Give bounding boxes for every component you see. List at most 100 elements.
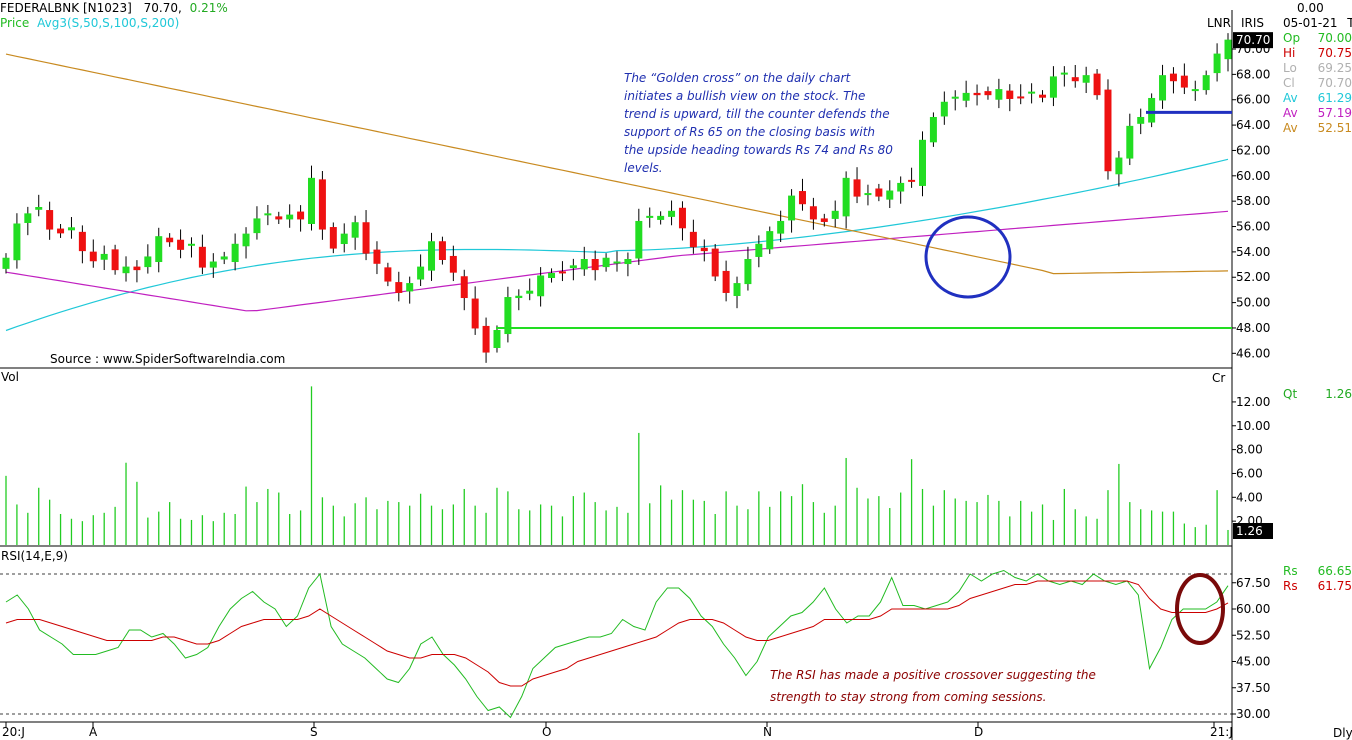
ma-label: Price [0, 16, 30, 30]
candle-body [831, 210, 839, 219]
x-tick-label: O [542, 725, 551, 739]
candle-body [689, 231, 697, 248]
moving-average-legend: Price Avg3(S,50,S,100,S,200) [0, 16, 179, 30]
candle-body [1202, 75, 1210, 91]
volume-right-tag: Cr [1212, 371, 1226, 385]
rsi-fast-label: Rs [1283, 564, 1298, 578]
ohlc-key: Op [1283, 31, 1301, 45]
candle-body [766, 231, 774, 250]
ohlc-value: 57.19 [1317, 106, 1352, 120]
price-tick-label: 48.00 [1236, 321, 1270, 335]
candle-body [995, 89, 1003, 100]
rsi-title: RSI(14,E,9) [1, 549, 68, 563]
ohlc-key: Lo [1283, 61, 1297, 75]
candle-body [264, 213, 272, 216]
candle-body [67, 227, 75, 231]
candle-body [1159, 75, 1167, 101]
candle-body [1224, 39, 1232, 60]
candle-body [602, 257, 610, 268]
candle-body [46, 210, 54, 230]
symbol-name: FEDERALBNK [N1023] [0, 1, 132, 15]
candle-body [711, 248, 719, 277]
top-value: 0.00 [1297, 1, 1324, 15]
x-tick-label: A [89, 725, 98, 739]
price-tick-label: 62.00 [1236, 143, 1270, 157]
ohlc-key: Av [1283, 106, 1298, 120]
qt-value: 1.26 [1325, 387, 1352, 401]
ohlc-key: Av [1283, 91, 1298, 105]
rsi-annotation: The RSI has made a positive crossover su… [770, 668, 1096, 704]
candle-body [24, 213, 32, 223]
candle-body [166, 237, 174, 243]
candle-body [919, 139, 926, 186]
symbol-title: FEDERALBNK [N1023] 70.70, 0.21% [0, 1, 228, 15]
candle-body [460, 276, 468, 299]
timeframe[interactable]: Dly [1333, 726, 1352, 740]
candle-body [558, 271, 566, 274]
x-tick-label: 21:J [1210, 725, 1233, 739]
candle-body [242, 233, 250, 247]
candle-body [897, 182, 905, 192]
candle-body [668, 210, 676, 217]
volume-current-box [1233, 523, 1273, 539]
candle-body [122, 266, 130, 274]
rsi-tick-label: 60.00 [1236, 602, 1270, 616]
candle-body [78, 231, 86, 252]
rsi-tick-label: 37.50 [1236, 681, 1270, 695]
candle-body [1213, 53, 1221, 74]
candle-body [13, 223, 21, 261]
rsi-slow-value: 61.75 [1317, 579, 1352, 593]
candle-body [1060, 72, 1068, 75]
candle-body [548, 272, 556, 278]
candle-body [1191, 89, 1199, 92]
price-tick-label: 56.00 [1236, 220, 1270, 234]
ohlc-value: 61.29 [1317, 91, 1352, 105]
price-tick-label: 66.00 [1236, 93, 1270, 107]
candle-body [100, 253, 108, 260]
candle-body [1071, 77, 1079, 82]
candle-body [111, 249, 119, 271]
candle-body [253, 218, 261, 234]
annotation-overlay: 20:J A S O N D 21:J [2, 110, 1233, 739]
volume-tick-label: 12.00 [1236, 395, 1270, 409]
candle-body [318, 179, 326, 230]
candle-body [624, 258, 632, 265]
candle-body [591, 258, 599, 271]
x-tick-label: N [763, 725, 772, 739]
candle-body [417, 266, 425, 280]
ohlc-key: Hi [1283, 46, 1296, 60]
current-price-tag: 70.70 [1236, 33, 1270, 47]
volume-tick-label: 6.00 [1236, 466, 1263, 480]
candle-body [144, 256, 152, 268]
candle-body [449, 255, 457, 273]
candle-body [973, 92, 981, 96]
golden-cross-annotation: The “Golden cross” on the daily chart in… [624, 71, 893, 175]
candle-body [820, 218, 828, 222]
x-tick-label: 20:J [2, 725, 25, 739]
ohlc-value: 70.00 [1317, 31, 1352, 45]
candle-body [864, 193, 872, 196]
candle-body [526, 290, 534, 294]
candle-body [1169, 73, 1177, 82]
rsi-tick-label: 67.50 [1236, 576, 1270, 590]
candle-body [493, 329, 501, 348]
rsi-fast-value: 66.65 [1317, 564, 1352, 578]
candle-body [231, 243, 239, 263]
candle-body [809, 206, 817, 220]
candle-body [569, 265, 577, 269]
candle-body [406, 283, 414, 292]
rsi-slow-label: Rs [1283, 579, 1298, 593]
volume-title: Vol [1, 370, 19, 384]
rsi-crossover-circle [1175, 573, 1225, 645]
candle-body [373, 249, 381, 264]
date-readout: 05-01-21 Tu [1283, 16, 1352, 30]
current-price-tag-box [1233, 32, 1273, 49]
candle-body [471, 298, 479, 329]
scale-mode[interactable]: LNR [1207, 16, 1231, 30]
rsi-line-1 [5, 569, 1229, 719]
volume-tick-label: 8.00 [1236, 443, 1263, 457]
candle-body [678, 207, 686, 229]
candle-body [853, 179, 861, 197]
candle-body [1093, 73, 1101, 96]
